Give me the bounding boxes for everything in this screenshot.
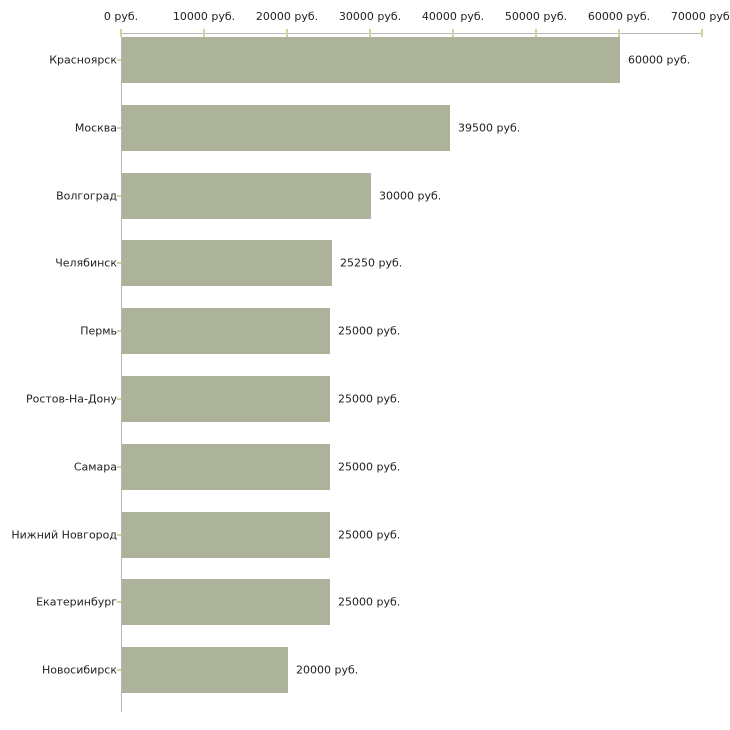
x-axis-tick-label: 20000 руб. [255, 10, 319, 23]
bar [122, 240, 332, 287]
bar-value-label: 25000 руб. [338, 324, 401, 338]
bar-value-label: 25250 руб. [340, 256, 403, 270]
category-label: Пермь [80, 324, 117, 338]
x-axis-tick [203, 29, 205, 37]
x-axis-tick-label: 50000 руб. [504, 10, 568, 23]
category-label: Нижний Новгород [11, 528, 117, 542]
y-axis-tick [117, 126, 121, 129]
bar [122, 647, 288, 694]
category-label: Ростов-На-Дону [25, 392, 117, 406]
x-axis-tick [286, 29, 288, 37]
bar-value-label: 60000 руб. [628, 53, 691, 67]
bar [122, 308, 330, 355]
plot-area: 60000 руб. 39500 руб. 30000 руб. 25250 руб.… [121, 33, 703, 712]
y-axis-tick [117, 262, 121, 265]
bar [122, 511, 330, 558]
x-axis-tick [535, 29, 537, 37]
category-label: Самара [73, 460, 117, 474]
category-label: Волгоград [56, 189, 117, 203]
x-axis-tick [369, 29, 371, 37]
x-axis-tick-label: 40000 руб. [421, 10, 485, 23]
bar-value-label: 30000 руб. [379, 189, 442, 203]
bar [122, 443, 330, 490]
bar-value-label: 20000 руб. [296, 663, 359, 677]
bar-value-label: 39500 руб. [458, 121, 521, 135]
bar [122, 579, 330, 626]
y-axis-tick [117, 669, 121, 672]
y-axis-tick [117, 398, 121, 400]
category-label: Москва [74, 121, 117, 135]
bar-value-label: 25000 руб. [338, 460, 401, 474]
bar-value-label: 25000 руб. [338, 528, 401, 542]
x-axis-tick [701, 29, 703, 37]
x-axis-tick-label: 60000 руб. [587, 10, 651, 23]
y-axis-tick [117, 533, 121, 536]
category-label: Новосибирск [41, 663, 117, 677]
y-axis-tick [117, 330, 121, 333]
bar-value-label: 25000 руб. [338, 392, 401, 406]
y-axis-tick [117, 59, 121, 61]
x-axis-tick [452, 29, 454, 37]
category-label: Челябинск [55, 256, 117, 270]
category-label: Екатеринбург [36, 595, 117, 609]
bar [122, 376, 330, 422]
y-axis-tick [117, 465, 121, 468]
x-axis-tick-label: 70000 руб. [670, 10, 730, 23]
y-axis-tick [117, 601, 121, 604]
y-axis-tick [117, 194, 121, 197]
x-axis-tick-label: 10000 руб. [172, 10, 236, 23]
x-axis-tick-label: 0 руб. [103, 10, 139, 23]
bar [122, 37, 620, 83]
x-axis-tick [120, 29, 122, 37]
bar [122, 104, 450, 151]
category-label: Красноярск [49, 53, 117, 67]
x-axis-tick-label: 30000 руб. [338, 10, 402, 23]
bar-value-label: 25000 руб. [338, 595, 401, 609]
x-axis-tick [618, 29, 620, 37]
bar [122, 172, 371, 219]
